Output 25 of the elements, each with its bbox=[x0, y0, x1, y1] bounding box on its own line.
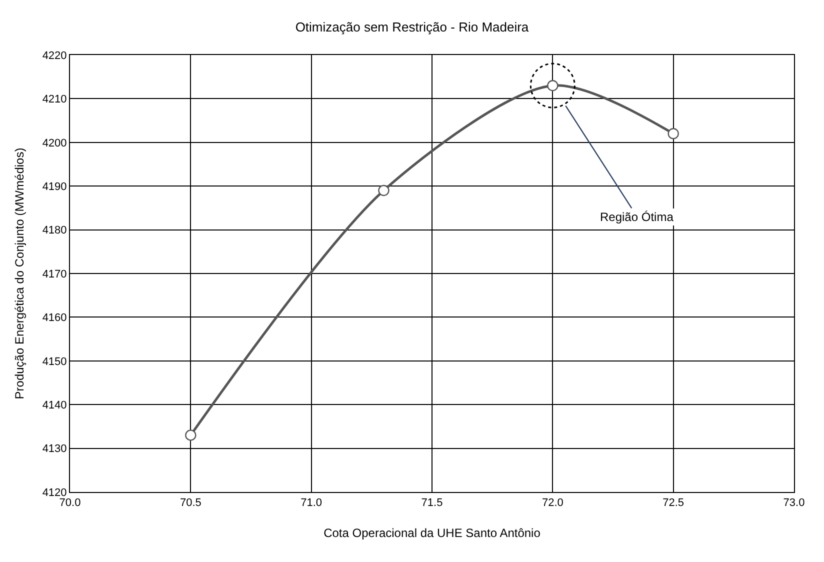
y-tick-label: 4210 bbox=[42, 94, 67, 106]
point bbox=[185, 430, 196, 441]
x-tick-label: 71.0 bbox=[300, 497, 322, 510]
y-tick-label: 4150 bbox=[42, 356, 67, 368]
y-tick-label: 4140 bbox=[42, 399, 67, 412]
x-axis-title: Cota Operacional da UHE Santo Antônio bbox=[324, 526, 541, 540]
x-tick-label: 71.5 bbox=[421, 497, 443, 510]
y-tick-label: 4120 bbox=[42, 486, 67, 499]
y-tick-label: 4190 bbox=[42, 180, 67, 193]
point bbox=[668, 128, 679, 140]
y-tick-label: 4180 bbox=[42, 224, 67, 237]
x-tick-label: 72.0 bbox=[542, 497, 564, 510]
x-tick-label: 73.0 bbox=[783, 497, 805, 510]
point bbox=[378, 184, 390, 196]
y-tick-label: 4160 bbox=[42, 312, 67, 324]
x-tick-label: 70.0 bbox=[59, 497, 81, 510]
annotation: Região Ótima bbox=[600, 210, 674, 224]
y-tick-label: 4220 bbox=[42, 50, 67, 62]
x-tick-label: 72.5 bbox=[662, 497, 684, 510]
x-tick-label: 70.5 bbox=[180, 497, 202, 510]
y-tick-label: 4130 bbox=[42, 443, 67, 456]
chart-title: Otimização sem Restrição - Rio Madeira bbox=[295, 20, 530, 35]
y-axis-title: Produção Energética do Conjunto (MWmédios) bbox=[12, 148, 27, 400]
y-tick-label: 4200 bbox=[42, 137, 67, 150]
y-tick-label: 4170 bbox=[42, 268, 67, 280]
